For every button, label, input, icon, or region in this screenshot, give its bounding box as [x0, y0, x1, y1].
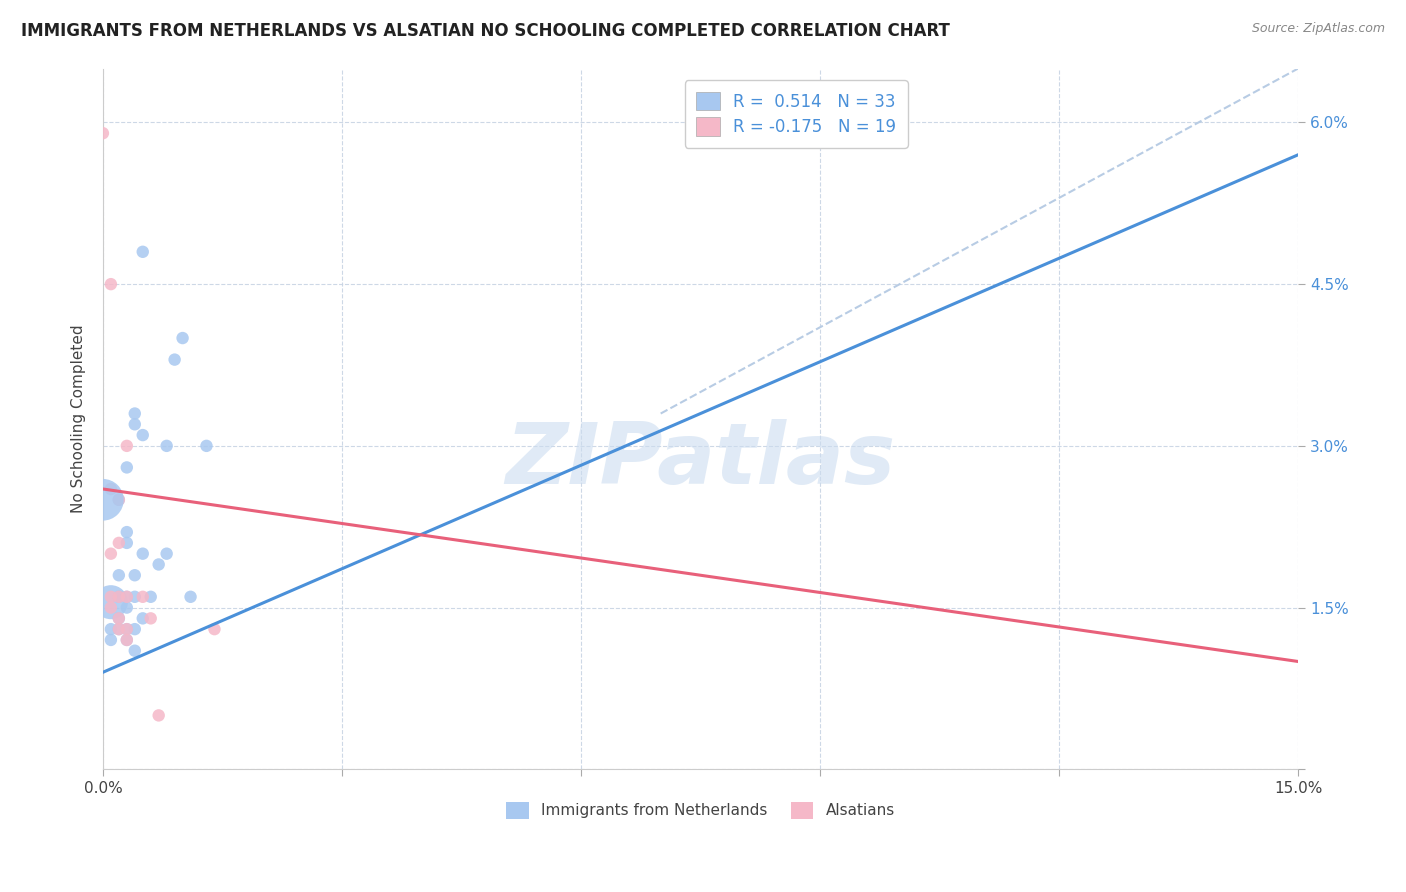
Point	[124, 622, 146, 636]
Point	[115, 622, 138, 636]
Point	[139, 611, 162, 625]
Point	[115, 590, 138, 604]
Point	[100, 547, 122, 561]
Text: IMMIGRANTS FROM NETHERLANDS VS ALSATIAN NO SCHOOLING COMPLETED CORRELATION CHART: IMMIGRANTS FROM NETHERLANDS VS ALSATIAN …	[21, 22, 950, 40]
Point	[108, 590, 131, 604]
Point	[180, 590, 202, 604]
Point	[163, 352, 186, 367]
Point	[91, 492, 114, 507]
Point	[148, 708, 170, 723]
Point	[115, 536, 138, 550]
Point	[132, 547, 155, 561]
Point	[132, 428, 155, 442]
Y-axis label: No Schooling Completed: No Schooling Completed	[72, 325, 86, 513]
Point	[156, 547, 179, 561]
Point	[108, 492, 131, 507]
Point	[124, 407, 146, 421]
Point	[115, 600, 138, 615]
Point	[108, 536, 131, 550]
Point	[115, 439, 138, 453]
Point	[100, 277, 122, 292]
Point	[100, 600, 122, 615]
Text: Source: ZipAtlas.com: Source: ZipAtlas.com	[1251, 22, 1385, 36]
Point	[108, 622, 131, 636]
Point	[115, 632, 138, 647]
Point	[132, 590, 155, 604]
Point	[132, 611, 155, 625]
Point	[108, 590, 131, 604]
Point	[100, 622, 122, 636]
Point	[108, 611, 131, 625]
Point	[100, 595, 122, 609]
Point	[100, 632, 122, 647]
Point	[115, 460, 138, 475]
Point	[132, 244, 155, 259]
Point	[156, 439, 179, 453]
Point	[124, 590, 146, 604]
Point	[148, 558, 170, 572]
Point	[204, 622, 226, 636]
Point	[172, 331, 194, 345]
Text: ZIPatlas: ZIPatlas	[505, 419, 896, 502]
Point	[100, 482, 122, 496]
Point	[100, 590, 122, 604]
Point	[108, 492, 131, 507]
Point	[124, 417, 146, 432]
Point	[115, 632, 138, 647]
Point	[91, 126, 114, 140]
Point	[115, 590, 138, 604]
Point	[139, 590, 162, 604]
Legend: Immigrants from Netherlands, Alsatians: Immigrants from Netherlands, Alsatians	[501, 796, 901, 825]
Point	[115, 622, 138, 636]
Point	[108, 568, 131, 582]
Point	[124, 643, 146, 657]
Point	[124, 568, 146, 582]
Point	[108, 611, 131, 625]
Point	[108, 622, 131, 636]
Point	[195, 439, 218, 453]
Point	[115, 525, 138, 540]
